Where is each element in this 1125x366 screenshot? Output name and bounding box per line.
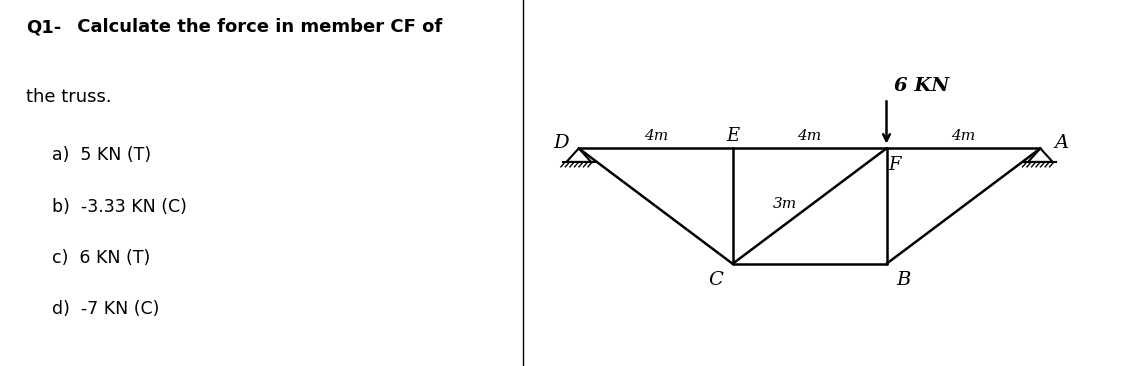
Text: c)  6 KN (T): c) 6 KN (T) bbox=[52, 249, 151, 267]
Text: a)  5 KN (T): a) 5 KN (T) bbox=[52, 146, 152, 164]
Text: 4m: 4m bbox=[952, 129, 975, 143]
Text: 4m: 4m bbox=[644, 129, 668, 143]
Text: E: E bbox=[726, 127, 739, 145]
Text: B: B bbox=[897, 271, 911, 289]
Text: C: C bbox=[708, 271, 722, 289]
Text: the truss.: the truss. bbox=[26, 88, 111, 106]
Text: A: A bbox=[1054, 134, 1069, 152]
Text: F: F bbox=[888, 156, 900, 173]
Text: 3m: 3m bbox=[773, 197, 796, 211]
Text: 6 KN: 6 KN bbox=[894, 77, 949, 95]
Text: 4m: 4m bbox=[798, 129, 821, 143]
Text: d)  -7 KN (C): d) -7 KN (C) bbox=[52, 300, 160, 318]
Text: D: D bbox=[554, 134, 569, 152]
Text: b)  -3.33 KN (C): b) -3.33 KN (C) bbox=[52, 198, 187, 216]
Text: Q1-: Q1- bbox=[26, 18, 62, 36]
Text: Calculate the force in member CF of: Calculate the force in member CF of bbox=[71, 18, 442, 36]
